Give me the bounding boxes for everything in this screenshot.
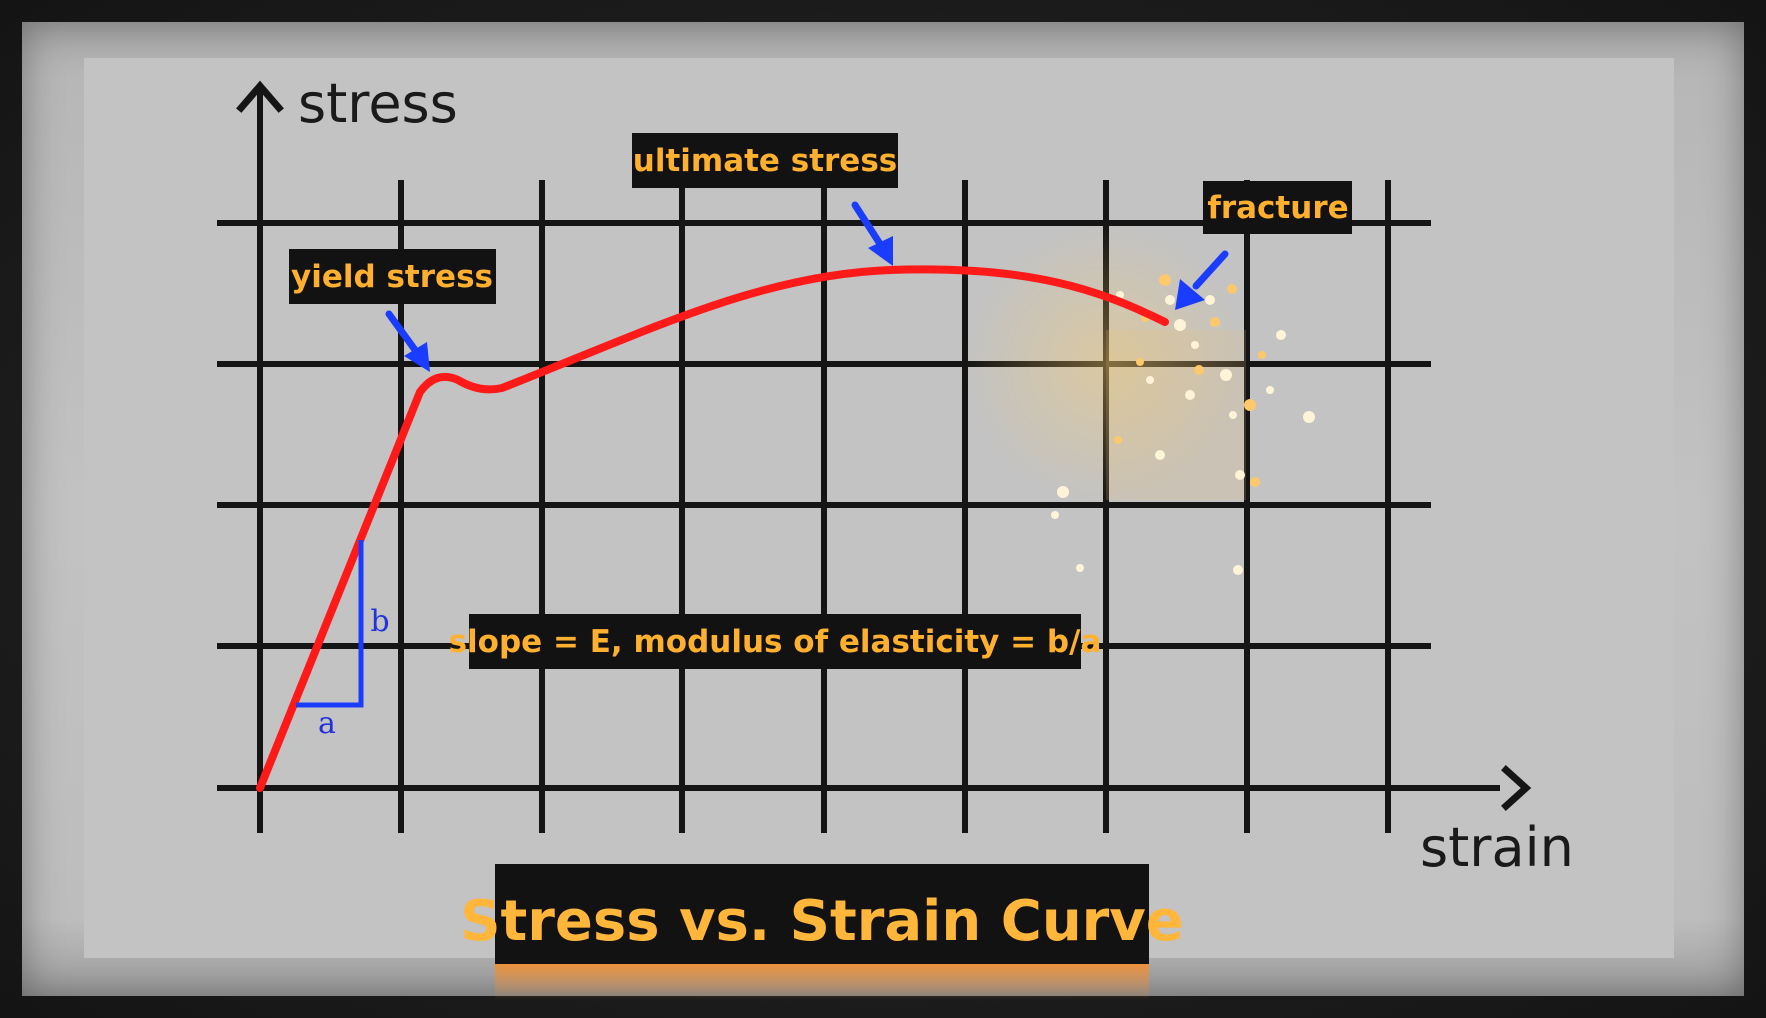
fracture-label: fracture bbox=[1207, 190, 1348, 226]
triangle-rise-label: b bbox=[370, 604, 389, 639]
stress-strain-curve bbox=[256, 265, 1169, 792]
ultimate-stress-label-box bbox=[632, 133, 898, 188]
yield-stress-label: yield stress bbox=[291, 259, 493, 295]
title-box bbox=[495, 864, 1149, 964]
slope-label: slope = E, modulus of elasticity = b/a bbox=[449, 624, 1102, 660]
ultimate-arrow-shaft bbox=[851, 201, 886, 251]
diagram-title: Stress vs. Strain Curve bbox=[460, 889, 1184, 954]
triangle-run-label: a bbox=[318, 706, 336, 741]
ultimate-stress-label: ultimate stress bbox=[633, 143, 897, 179]
fracture-arrow-shaft bbox=[1192, 250, 1229, 290]
yield-arrow-icon bbox=[404, 342, 430, 372]
x-axis-arrowhead bbox=[1501, 765, 1532, 811]
yield-arrow-shaft bbox=[385, 310, 422, 358]
slope-label-box bbox=[469, 614, 1081, 669]
grid-horizontal-lines bbox=[217, 220, 1500, 791]
x-axis-label: strain bbox=[1420, 816, 1574, 879]
fracture-sparks bbox=[965, 223, 1315, 575]
fracture-label-box bbox=[1203, 181, 1352, 234]
yield-stress-label-box bbox=[289, 249, 496, 304]
fracture-arrow-icon bbox=[1175, 279, 1205, 310]
slope-triangle bbox=[296, 540, 364, 708]
title-reflection bbox=[495, 960, 1149, 1000]
ultimate-arrow-icon bbox=[868, 236, 893, 266]
y-axis-label: stress bbox=[298, 72, 458, 135]
y-axis-arrowhead bbox=[236, 80, 284, 113]
